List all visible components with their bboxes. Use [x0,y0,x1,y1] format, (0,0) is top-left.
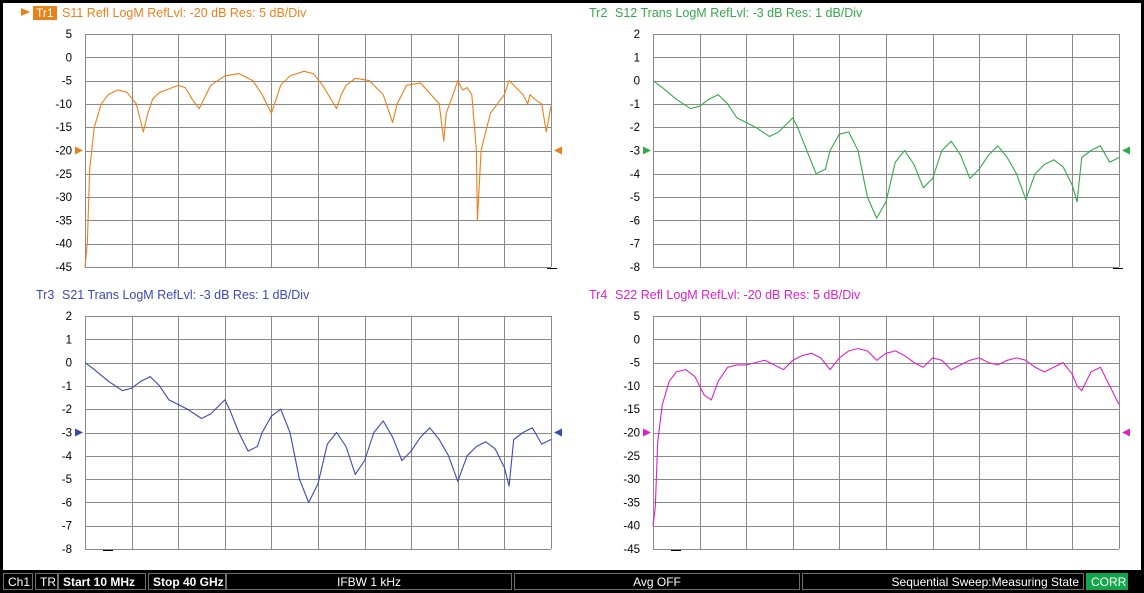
y-tick-label: -35 [55,215,72,227]
grid [85,316,552,550]
y-tick-label: -35 [623,497,640,509]
y-tick-label: -10 [623,381,640,393]
y-tick-label: -5 [630,192,640,204]
chart-title: S11 Refl LogM RefLvl: -20 dB Res: 5 dB/D… [62,6,307,20]
trace-line [652,348,1120,526]
channel-indicator[interactable]: Ch1 [3,573,33,590]
trace-line [84,70,552,268]
chart-title: S22 Refl LogM RefLvl: -20 dB Res: 5 dB/D… [615,288,861,302]
y-tick-label: 1 [66,334,72,346]
ifbw-setting[interactable]: IFBW 1 kHz [226,573,512,590]
trace-tag: Tr2 [589,6,607,20]
y-tick-label: -3 [630,146,640,158]
grid [85,34,552,268]
stop-frequency[interactable]: Stop 40 GHz [148,573,226,590]
charts-area: Tr1 S11 Refl LogM RefLvl: -20 dB Res: 5 d… [3,3,1141,570]
y-tick-label: -15 [55,122,72,134]
active-trace-arrow-icon [21,8,30,16]
y-tick-label: -5 [62,474,72,486]
charts-svg: Tr1 S11 Refl LogM RefLvl: -20 dB Res: 5 d… [21,6,1130,556]
y-tick-label: -5 [630,358,640,370]
trace-tag: Tr1 [36,6,54,20]
y-tick-label: -30 [623,474,640,486]
y-tick-label: -2 [630,122,640,134]
y-tick-label: 5 [66,29,72,41]
y-tick-label: -40 [623,521,640,533]
sweep-state: Sequential Sweep:Measuring State [802,573,1084,590]
ref-level-marker-left [643,428,651,437]
trace-tag: Tr3 [36,288,54,302]
y-tick-label: -4 [62,451,73,463]
correction-badge[interactable]: CORR [1086,573,1128,590]
chart-tr2: Tr2 S12 Trans LogM RefLvl: -3 dB Res: 1 d… [589,6,1130,274]
y-tick-label: -15 [623,404,640,416]
y-tick-label: -30 [55,192,72,204]
y-tick-label: -7 [630,239,640,251]
y-tick-label: 5 [634,311,640,323]
chart-tr1: Tr1 S11 Refl LogM RefLvl: -20 dB Res: 5 d… [21,6,562,274]
y-tick-label: -8 [630,262,640,274]
ref-level-marker-right [1122,428,1130,437]
chart-tr4: Tr4 S22 Refl LogM RefLvl: -20 dB Res: 5 d… [589,288,1130,556]
y-tick-label: 0 [634,76,640,88]
averaging-setting[interactable]: Avg OFF [514,573,800,590]
y-tick-label: -25 [55,169,72,181]
y-tick-label: -40 [55,239,72,251]
start-frequency[interactable]: Start 10 MHz [58,573,146,590]
chart-title: S12 Trans LogM RefLvl: -3 dB Res: 1 dB/D… [615,6,863,20]
y-tick-label: -1 [62,381,72,393]
ref-level-marker-left [75,146,83,155]
y-tick-label: 0 [634,334,640,346]
ref-level-marker-right [554,428,562,437]
y-tick-label: -6 [62,497,72,509]
y-tick-label: 0 [66,358,72,370]
trace-line [652,80,1120,219]
y-tick-label: -25 [623,451,640,463]
grid [653,316,1120,550]
chart-tr3: Tr3 S21 Trans LogM RefLvl: -3 dB Res: 1 d… [36,288,562,556]
y-tick-label: -2 [62,404,72,416]
ref-level-marker-left [75,428,83,437]
trace-tag-box [33,6,57,20]
y-tick-label: -20 [55,146,72,158]
y-tick-label: -45 [623,544,640,556]
y-tick-label: -7 [62,521,72,533]
y-tick-label: -5 [62,76,72,88]
y-tick-label: -8 [62,544,72,556]
y-tick-label: 1 [634,52,640,64]
y-tick-label: -45 [55,262,72,274]
y-tick-label: -10 [55,99,72,111]
y-tick-label: 2 [66,311,72,323]
ref-level-marker-right [1122,146,1130,155]
ref-level-marker-left [643,146,651,155]
y-tick-label: 0 [66,52,72,64]
chart-title: S21 Trans LogM RefLvl: -3 dB Res: 1 dB/D… [62,288,310,302]
y-tick-label: -3 [62,428,72,440]
trace-line [84,362,552,503]
trace-tag: Tr4 [589,288,607,302]
trigger-mode[interactable]: TR [35,573,58,590]
y-tick-label: 2 [634,29,640,41]
y-tick-label: -20 [623,428,640,440]
ref-level-marker-right [554,146,562,155]
y-tick-label: -6 [630,215,640,227]
status-bar: Ch1 TR Start 10 MHz Stop 40 GHz IFBW 1 k… [0,571,1144,593]
y-tick-label: -1 [630,99,640,111]
y-tick-label: -4 [630,169,641,181]
grid [653,34,1120,268]
